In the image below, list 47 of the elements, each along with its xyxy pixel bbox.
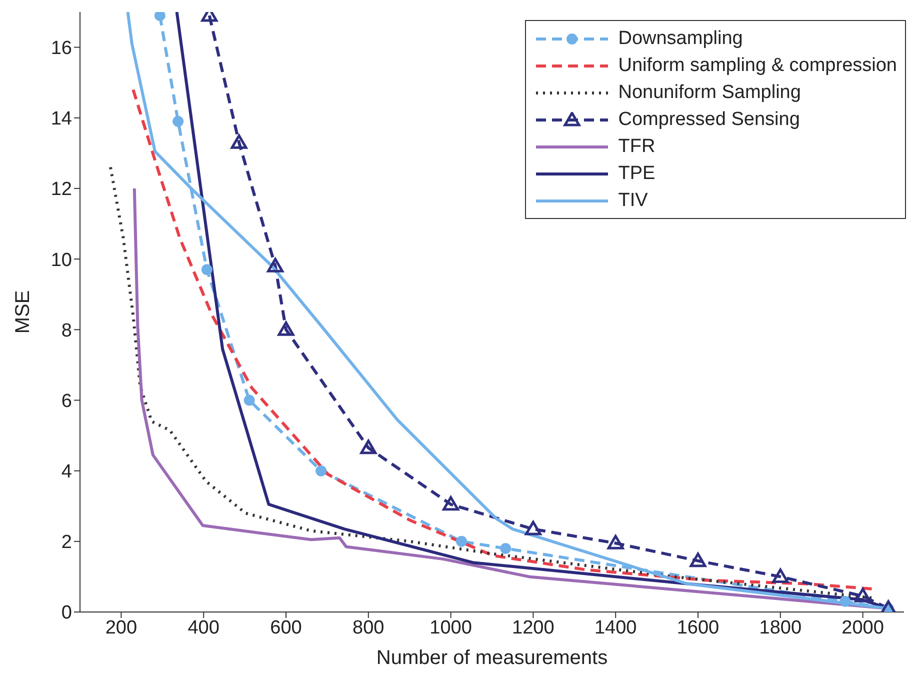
y-tick-label: 4 <box>61 462 72 483</box>
y-tick-label: 10 <box>50 250 72 271</box>
point <box>880 600 897 612</box>
x-tick-label: 200 <box>105 617 138 638</box>
x-tick-label: 600 <box>270 617 302 638</box>
point <box>524 520 542 536</box>
y-tick-label: 2 <box>61 532 72 554</box>
legend-label: Downsampling <box>618 27 743 51</box>
y-tick-label: 6 <box>61 390 72 412</box>
point <box>690 552 706 568</box>
point <box>278 321 294 336</box>
x-tick-label: 1400 <box>594 617 637 638</box>
point <box>267 258 284 272</box>
point <box>230 134 248 149</box>
point <box>854 588 872 602</box>
point <box>316 465 327 476</box>
x-tick-label: 2000 <box>842 617 884 638</box>
x-tick-label: 1000 <box>430 617 472 638</box>
x-tick-label: 1600 <box>676 617 720 638</box>
y-tick-label: 14 <box>50 108 72 130</box>
y-tick-label: 0 <box>61 602 72 624</box>
x-tick-label: 800 <box>352 617 384 638</box>
y-tick-label: 12 <box>50 179 72 200</box>
point <box>607 534 624 550</box>
point <box>500 542 512 554</box>
point <box>442 496 460 511</box>
legend-label: TIV <box>618 189 648 213</box>
point <box>772 568 789 583</box>
legend-label: TFR <box>618 135 656 159</box>
point <box>201 264 212 276</box>
x-axis-title: Number of measurements <box>376 647 608 669</box>
point <box>172 116 184 127</box>
y-tick-label: 16 <box>50 38 72 60</box>
point <box>244 394 255 406</box>
legend-label: Uniform sampling & compression <box>618 54 897 78</box>
x-tick-label: 1200 <box>512 617 554 638</box>
point <box>456 536 468 547</box>
legend-label: Nonuniform Sampling <box>618 81 801 105</box>
y-tick-label: 8 <box>61 320 72 342</box>
x-tick-label: 1800 <box>759 617 802 638</box>
point <box>360 440 377 454</box>
legend-label: TPE <box>618 162 656 186</box>
y-axis-title: MSE <box>12 290 34 334</box>
legend-label: Compressed Sensing <box>618 108 800 132</box>
x-tick-label: 400 <box>188 617 220 638</box>
point <box>154 12 166 22</box>
point <box>840 596 851 607</box>
